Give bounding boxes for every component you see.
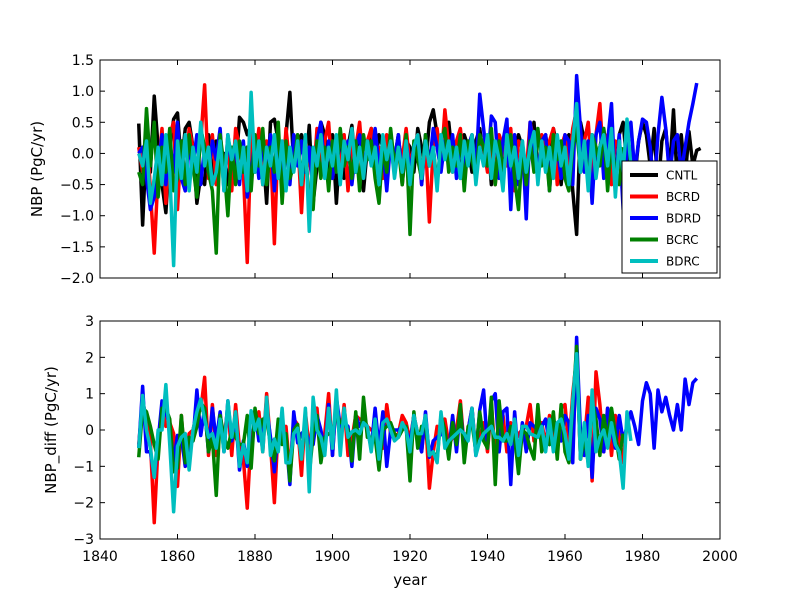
y-tick-label: −1.0 <box>60 209 94 225</box>
x-tick-label: 1840 <box>82 549 118 565</box>
top-series-line-bdrc <box>137 90 633 268</box>
y-tick-label: −1 <box>73 459 94 475</box>
top-panel-nbp: −2.0 −1.5 −1.0 −0.5 0.0 0.5 1.0 1.5 NBP (PgC/yr… <box>28 53 721 287</box>
x-tick-label: 1860 <box>160 549 196 565</box>
y-tick-label: 1.0 <box>72 84 94 100</box>
y-tick-label: 1 <box>85 387 94 403</box>
legend: CNTL BCRD BDRD BCRC BDRC <box>621 160 718 274</box>
legend-label-cntl: CNTL <box>666 169 698 183</box>
legend-label-bdrc: BDRC <box>666 255 700 269</box>
y-tick-label: 1.5 <box>72 53 94 69</box>
x-axis-label: year <box>393 571 427 589</box>
y-tick-label: 2 <box>85 350 94 366</box>
x-tick-label: 2000 <box>702 549 738 565</box>
top-x-ticks <box>99 60 721 278</box>
bottom-x-ticks: 1840 1860 1880 1900 1920 1940 1960 1980 2000 <box>82 321 738 565</box>
legend-label-bcrc: BCRC <box>666 233 699 247</box>
bottom-y-axis-label: NBP_diff (PgC/yr) <box>42 366 61 494</box>
x-tick-label: 1980 <box>625 549 661 565</box>
y-tick-label: −0.5 <box>60 178 94 194</box>
top-y-axis-label: NBP (PgC/yr) <box>28 121 46 217</box>
top-series-lines <box>137 73 702 268</box>
x-tick-label: 1920 <box>392 549 428 565</box>
top-y-ticks: −2.0 −1.5 −1.0 −0.5 0.0 0.5 1.0 1.5 <box>60 53 720 287</box>
y-tick-label: 0.0 <box>72 146 94 162</box>
y-tick-label: −2.0 <box>60 271 94 287</box>
bottom-series-lines <box>137 335 699 525</box>
legend-label-bcrd: BCRD <box>666 190 700 204</box>
x-tick-label: 1900 <box>315 549 351 565</box>
legend-label-bdrd: BDRD <box>666 212 701 226</box>
y-tick-label: 0 <box>85 423 94 439</box>
y-tick-label: −3 <box>73 532 94 548</box>
y-tick-label: −1.5 <box>60 240 94 256</box>
bottom-series-line-bdrc <box>137 351 633 514</box>
y-tick-label: −2 <box>73 496 94 512</box>
y-tick-label: 3 <box>85 314 94 330</box>
y-tick-label: 0.5 <box>72 115 94 131</box>
bottom-y-ticks: −3 −2 −1 0 1 2 3 <box>73 314 720 548</box>
x-tick-label: 1960 <box>547 549 583 565</box>
x-tick-label: 1940 <box>470 549 506 565</box>
x-tick-label: 1880 <box>237 549 273 565</box>
